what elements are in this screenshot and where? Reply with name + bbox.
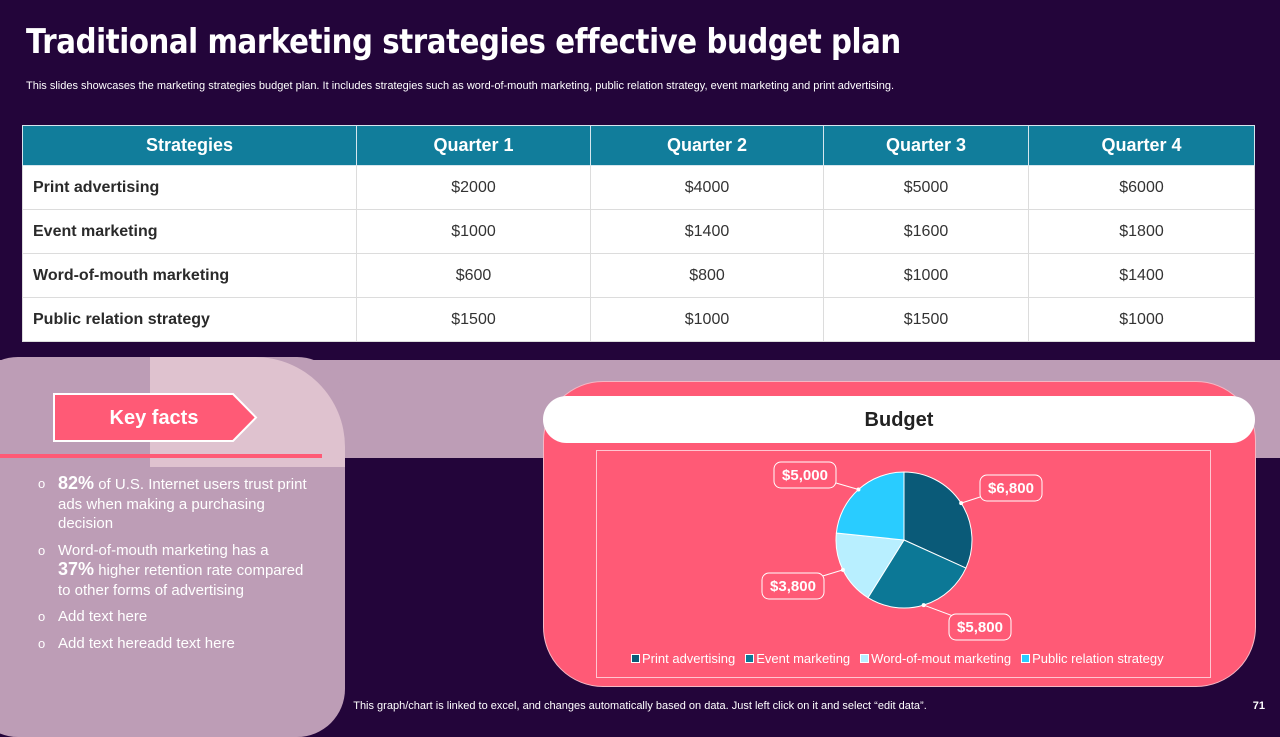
legend-item: Event marketing — [745, 651, 850, 666]
data-label: $3,800 — [770, 578, 816, 595]
table-cell: $1000 — [590, 297, 824, 342]
fact-highlight: 82% — [58, 473, 95, 493]
list-item: o Add text here — [38, 607, 308, 627]
table-header-cell: Quarter 3 — [823, 125, 1029, 166]
table-header-cell: Quarter 2 — [590, 125, 824, 166]
legend-item: Public relation strategy — [1021, 651, 1164, 666]
legend-item: Print advertising — [631, 651, 735, 666]
table-cell: $5000 — [823, 165, 1029, 210]
data-label-box — [948, 613, 1012, 641]
footnote: This graph/chart is linked to excel, and… — [353, 700, 927, 712]
leader-dot — [856, 487, 861, 492]
table-header-cell: Quarter 4 — [1028, 125, 1255, 166]
table-row: Public relation strategy $1500 $1000 $15… — [22, 297, 1255, 342]
divider-line — [0, 454, 322, 458]
table-cell: $1500 — [823, 297, 1029, 342]
list-item: o 82% of U.S. Internet users trust print… — [38, 473, 308, 534]
budget-table: Strategies Quarter 1 Quarter 2 Quarter 3… — [22, 125, 1255, 342]
data-label: $5,800 — [957, 619, 1003, 636]
fact-text: Add text here — [58, 608, 148, 625]
fact-text: Add text hereadd text here — [58, 634, 235, 652]
table-header-row: Strategies Quarter 1 Quarter 2 Quarter 3… — [22, 125, 1255, 166]
bullet-icon: o — [38, 542, 46, 558]
legend-label: Event marketing — [756, 651, 851, 666]
legend-item: Word-of-mout marketing — [860, 651, 1011, 666]
fact-text: higher retention rate compared to other … — [58, 562, 304, 599]
data-label: $6,800 — [988, 480, 1034, 497]
table-row: Print advertising $2000 $4000 $5000 $600… — [22, 165, 1255, 210]
legend-label: Public relation strategy — [1032, 651, 1164, 666]
legend-swatch — [860, 654, 870, 663]
data-label: $5,000 — [782, 467, 828, 484]
data-label-box — [979, 474, 1043, 502]
slide-title: Traditional marketing strategies effecti… — [26, 22, 901, 62]
table-cell-strategy: Print advertising — [22, 165, 357, 210]
key-facts-arrow-shape — [53, 393, 258, 442]
key-facts-label: Key facts — [109, 407, 199, 429]
table-cell: $1800 — [1028, 209, 1255, 254]
table-header-cell: Strategies — [22, 125, 357, 166]
table-cell-strategy: Word-of-mouth marketing — [22, 253, 357, 298]
pie-slice — [835, 471, 905, 541]
table-cell: $1000 — [356, 209, 591, 254]
legend-swatch — [631, 654, 640, 663]
bullet-icon: o — [38, 476, 46, 491]
table-cell: $6000 — [1028, 165, 1255, 210]
table-cell-strategy: Public relation strategy — [22, 297, 357, 342]
table-cell: $1500 — [356, 297, 591, 342]
key-facts-list: o 82% of U.S. Internet users trust print… — [38, 473, 308, 660]
leader-dot — [840, 567, 845, 572]
bullet-icon: o — [38, 635, 46, 651]
list-item: o Add text hereadd text here — [38, 634, 308, 654]
key-facts-banner: Key facts — [53, 393, 258, 442]
legend-swatch — [1021, 654, 1031, 663]
table-cell: $4000 — [590, 165, 824, 210]
leader-dot — [959, 501, 964, 506]
data-label-box — [761, 572, 825, 600]
table-cell: $1400 — [1028, 253, 1255, 298]
legend-swatch — [745, 654, 755, 663]
leader-dot — [921, 603, 926, 608]
fact-text: of U.S. Internet users trust print ads w… — [58, 476, 307, 532]
chart-title: Budget — [543, 396, 1255, 443]
data-label-box — [773, 461, 837, 489]
table-cell: $1000 — [1028, 297, 1255, 342]
list-item: o Word-of-mouth marketing has a 37% high… — [38, 541, 308, 601]
page-number: 71 — [1252, 700, 1265, 712]
slide-subtitle: This slides showcases the marketing stra… — [26, 80, 895, 92]
bullet-icon: o — [38, 609, 46, 624]
pie-chart: $6,800 $5,800 $3,800 $5,000 — [761, 461, 1043, 641]
table-cell: $1600 — [823, 209, 1029, 254]
chart-area[interactable] — [596, 450, 1211, 678]
fact-text: Word-of-mouth marketing has a — [58, 541, 269, 559]
legend-label: Print advertising — [642, 651, 736, 666]
fact-highlight: 37% — [58, 559, 95, 579]
table-cell: $800 — [590, 253, 824, 298]
table-header-cell: Quarter 1 — [356, 125, 591, 166]
chart-legend: Print advertising Event marketing Word-o… — [631, 651, 1164, 666]
legend-label: Word-of-mout marketing — [871, 651, 1012, 666]
